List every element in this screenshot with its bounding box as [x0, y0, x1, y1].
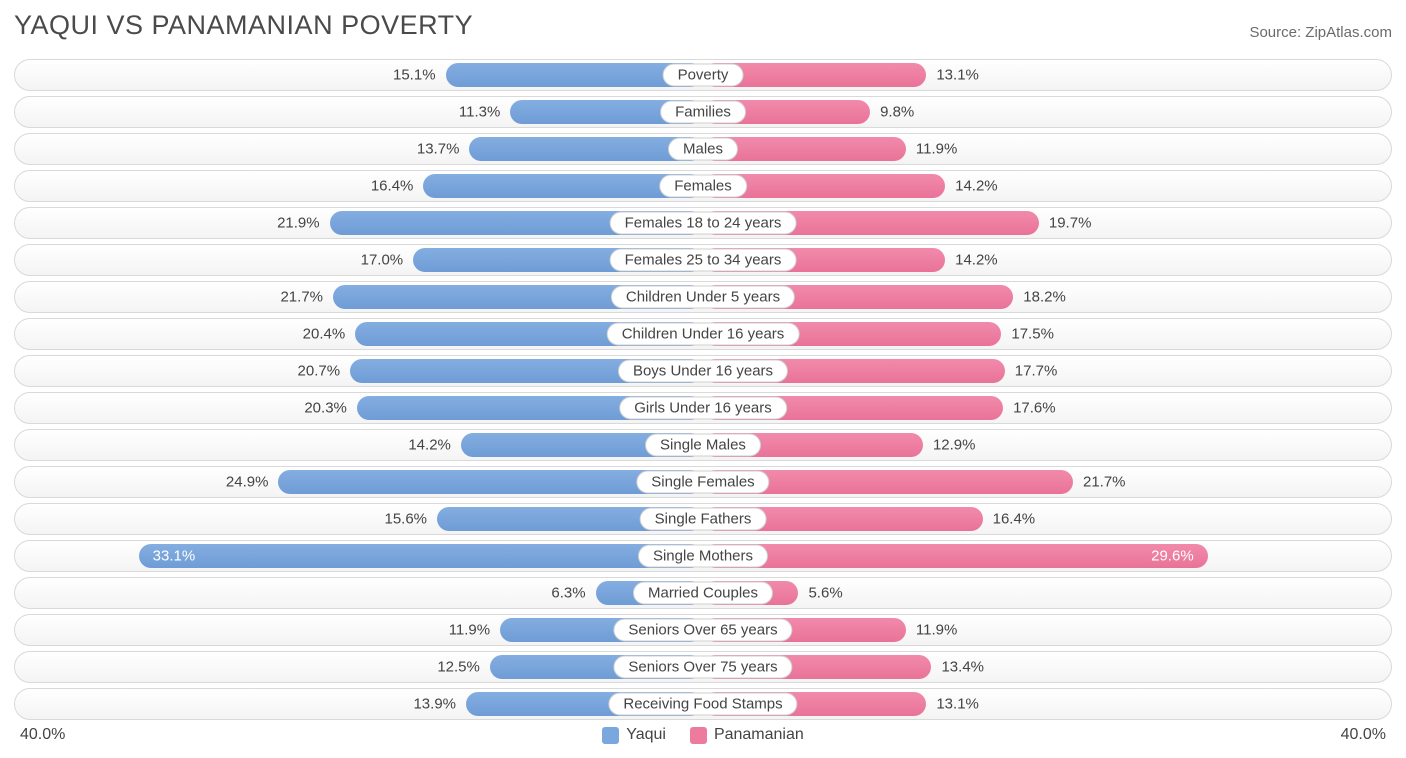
value-label-left: 20.3%: [304, 400, 347, 417]
category-pill: Children Under 5 years: [611, 286, 795, 309]
chart-footer: 40.0% Yaqui Panamanian 40.0%: [14, 726, 1392, 744]
category-pill: Males: [668, 138, 738, 161]
chart-header: YAQUI VS PANAMANIAN POVERTY Source: ZipA…: [14, 10, 1392, 41]
chart-row: 20.3% 17.6% Girls Under 16 years: [14, 392, 1392, 424]
category-pill: Married Couples: [633, 582, 773, 605]
chart-row: 17.0% 14.2% Females 25 to 34 years: [14, 244, 1392, 276]
value-label-right: 17.5%: [1011, 326, 1054, 343]
value-label-left: 15.6%: [384, 511, 427, 528]
value-label-right: 14.2%: [955, 252, 998, 269]
chart-row: 24.9% 21.7% Single Females: [14, 466, 1392, 498]
chart-legend: Yaqui Panamanian: [602, 726, 804, 744]
chart-row: 15.1% 13.1% Poverty: [14, 59, 1392, 91]
chart-row: 21.7% 18.2% Children Under 5 years: [14, 281, 1392, 313]
category-pill: Families: [660, 101, 746, 124]
chart-row: 6.3% 5.6% Married Couples: [14, 577, 1392, 609]
value-label-left: 15.1%: [393, 67, 436, 84]
value-label-left: 20.4%: [303, 326, 346, 343]
value-label-right: 16.4%: [993, 511, 1036, 528]
value-label-right: 13.1%: [936, 67, 979, 84]
chart-row: 12.5% 13.4% Seniors Over 75 years: [14, 651, 1392, 683]
category-pill: Poverty: [663, 64, 744, 87]
category-pill: Single Males: [645, 434, 761, 457]
value-label-left: 21.9%: [277, 215, 320, 232]
value-label-right: 17.6%: [1013, 400, 1056, 417]
category-pill: Females: [659, 175, 747, 198]
value-label-right: 29.6%: [1151, 548, 1194, 565]
value-label-right: 11.9%: [916, 622, 957, 639]
chart-row: 15.6% 16.4% Single Fathers: [14, 503, 1392, 535]
value-label-left: 21.7%: [280, 289, 323, 306]
category-pill: Seniors Over 75 years: [613, 656, 792, 679]
value-label-left: 13.9%: [413, 696, 456, 713]
category-pill: Single Females: [636, 471, 769, 494]
value-label-right: 17.7%: [1015, 363, 1058, 380]
chart-row: 13.7% 11.9% Males: [14, 133, 1392, 165]
chart-row: 33.1% 29.6% Single Mothers: [14, 540, 1392, 572]
value-label-left: 11.3%: [459, 104, 500, 121]
legend-swatch-right: [690, 727, 707, 744]
value-label-left: 6.3%: [551, 585, 585, 602]
category-pill: Females 18 to 24 years: [610, 212, 797, 235]
value-label-right: 9.8%: [880, 104, 914, 121]
legend-label-right: Panamanian: [714, 726, 804, 744]
value-label-left: 11.9%: [449, 622, 490, 639]
chart-row: 11.3% 9.8% Families: [14, 96, 1392, 128]
bar-left: [139, 544, 703, 568]
value-label-left: 20.7%: [298, 363, 341, 380]
chart-row: 11.9% 11.9% Seniors Over 65 years: [14, 614, 1392, 646]
value-label-left: 16.4%: [371, 178, 414, 195]
value-label-right: 12.9%: [933, 437, 976, 454]
chart-title: YAQUI VS PANAMANIAN POVERTY: [14, 10, 473, 41]
category-pill: Single Fathers: [640, 508, 767, 531]
bar-right: [703, 544, 1208, 568]
chart-row: 16.4% 14.2% Females: [14, 170, 1392, 202]
chart-row: 20.7% 17.7% Boys Under 16 years: [14, 355, 1392, 387]
chart-row: 20.4% 17.5% Children Under 16 years: [14, 318, 1392, 350]
category-pill: Receiving Food Stamps: [608, 693, 797, 716]
value-label-right: 21.7%: [1083, 474, 1126, 491]
chart-row: 13.9% 13.1% Receiving Food Stamps: [14, 688, 1392, 720]
chart-row: 14.2% 12.9% Single Males: [14, 429, 1392, 461]
value-label-right: 5.6%: [808, 585, 842, 602]
value-label-left: 12.5%: [437, 659, 480, 676]
category-pill: Seniors Over 65 years: [613, 619, 792, 642]
chart-row: 21.9% 19.7% Females 18 to 24 years: [14, 207, 1392, 239]
category-pill: Females 25 to 34 years: [610, 249, 797, 272]
value-label-left: 24.9%: [226, 474, 269, 491]
value-label-right: 11.9%: [916, 141, 957, 158]
axis-max-left: 40.0%: [20, 726, 65, 744]
legend-item-left: Yaqui: [602, 726, 666, 744]
category-pill: Children Under 16 years: [607, 323, 800, 346]
value-label-right: 18.2%: [1023, 289, 1066, 306]
value-label-right: 13.1%: [936, 696, 979, 713]
chart-rows: 15.1%13.1%Poverty11.3%9.8%Families13.7%1…: [14, 59, 1392, 720]
value-label-left: 33.1%: [153, 548, 196, 565]
axis-max-right: 40.0%: [1341, 726, 1386, 744]
category-pill: Boys Under 16 years: [618, 360, 788, 383]
value-label-right: 14.2%: [955, 178, 998, 195]
category-pill: Single Mothers: [638, 545, 768, 568]
value-label-right: 19.7%: [1049, 215, 1092, 232]
value-label-right: 13.4%: [941, 659, 984, 676]
legend-label-left: Yaqui: [626, 726, 666, 744]
chart-source: Source: ZipAtlas.com: [1249, 24, 1392, 41]
category-pill: Girls Under 16 years: [619, 397, 787, 420]
value-label-left: 14.2%: [408, 437, 451, 454]
legend-item-right: Panamanian: [690, 726, 804, 744]
legend-swatch-left: [602, 727, 619, 744]
value-label-left: 13.7%: [417, 141, 460, 158]
value-label-left: 17.0%: [361, 252, 404, 269]
